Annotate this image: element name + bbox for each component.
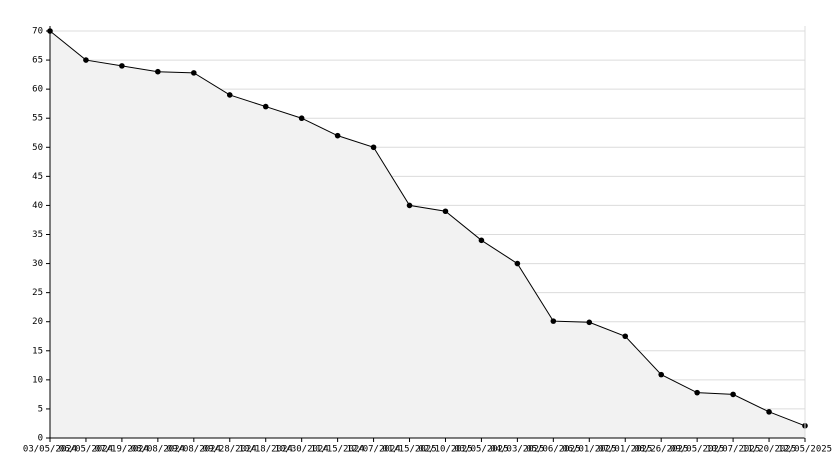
point <box>83 57 89 63</box>
point <box>766 409 772 415</box>
x-tick-label: 12/05/2025 <box>778 445 832 455</box>
x-tick-label: 07/19/2024 <box>95 445 149 455</box>
x-tick-label: 09/28/2024 <box>203 445 257 455</box>
point <box>406 202 413 209</box>
x-tick-label: 01/15/2025 <box>382 445 436 455</box>
point <box>298 115 305 122</box>
y-tick-label: 5 <box>38 404 43 414</box>
y-tick-label: 10 <box>32 375 43 385</box>
y-tick-label: 25 <box>32 288 43 298</box>
y-tick-label: 65 <box>32 56 43 66</box>
y-tick-label: 45 <box>32 172 43 182</box>
area <box>50 31 805 438</box>
y-tick-label: 0 <box>38 434 43 444</box>
y-tick-label: 70 <box>32 27 43 37</box>
point <box>155 68 161 75</box>
x-tick-label: 04/03/2025 <box>490 445 544 455</box>
y-tick-label: 40 <box>32 201 43 211</box>
x-tick-label: 08/26/2025 <box>634 445 688 455</box>
point <box>514 260 521 267</box>
y-tick-label: 15 <box>32 346 43 356</box>
x-tick-label: 03/05/2025 <box>454 445 508 455</box>
point <box>191 70 197 76</box>
y-tick-label: 30 <box>32 259 43 269</box>
line <box>49 30 806 427</box>
point <box>658 371 664 378</box>
x-tick-label: 09/05/2025 <box>670 445 724 455</box>
x-tick-label: 11/20/2025 <box>742 445 796 455</box>
x-tick-label: 03/05/2024 <box>23 445 77 455</box>
x-tick-label: 12/07/2024 <box>346 445 400 455</box>
point <box>694 389 700 396</box>
point <box>550 318 557 324</box>
x-tick-label: 10/07/2025 <box>706 445 760 455</box>
point <box>370 144 377 151</box>
y-tick-label: 60 <box>32 85 43 95</box>
point <box>262 103 269 110</box>
point <box>586 319 593 326</box>
point <box>226 92 233 98</box>
x-tick-label: 10/18/2024 <box>239 445 293 455</box>
x-tick-label: 10/30/2024 <box>275 445 329 455</box>
x-tick-label: 06/01/2025 <box>562 445 616 455</box>
y-tick-label: 55 <box>32 114 43 124</box>
point <box>622 333 629 340</box>
x-tick-label: 07/01/2025 <box>598 445 652 455</box>
point <box>442 208 449 215</box>
x-tick-label: 05/06/2025 <box>526 445 580 455</box>
x-tick-label: 06/05/2024 <box>59 445 113 455</box>
y-tick-label: 50 <box>32 143 43 153</box>
point <box>478 237 485 244</box>
x-tick-label: 11/15/2024 <box>311 445 365 455</box>
x-tick-label: 09/08/2024 <box>167 445 221 455</box>
point <box>334 132 341 139</box>
point <box>730 391 736 398</box>
point <box>119 63 125 69</box>
x-tick-label: 02/10/2025 <box>418 445 472 455</box>
y-tick-label: 20 <box>32 317 43 327</box>
x-tick-label: 08/08/2024 <box>131 445 185 455</box>
y-tick-label: 35 <box>32 230 43 240</box>
